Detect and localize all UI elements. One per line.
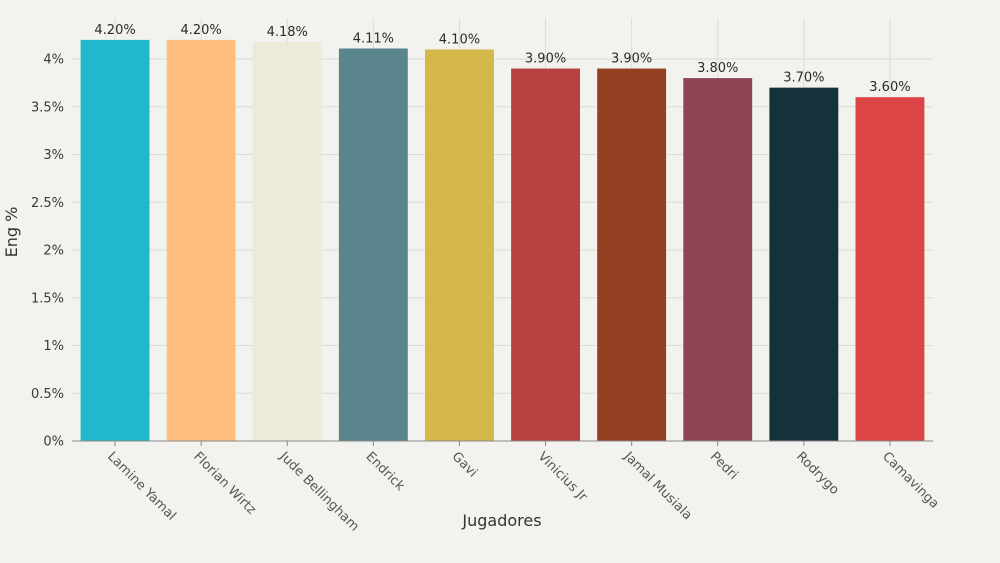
y-tick-label: 2.5% — [31, 196, 64, 211]
bar — [855, 97, 925, 441]
x-tick-label: Camavinga — [879, 449, 942, 512]
value-label: 3.70% — [783, 71, 824, 86]
x-tick-label: Florian Wirtz — [190, 449, 259, 518]
y-tick-label: 0% — [43, 435, 64, 450]
x-tick-label: Lamine Yamal — [104, 449, 178, 523]
bar — [511, 68, 580, 442]
value-labels: 4.20% 4.20% 4.18% 4.11% 4.10% 3.90% 3.90% 3.80%… — [94, 23, 910, 95]
y-tick-label: 4% — [43, 53, 64, 68]
y-axis-title: Eng % — [2, 207, 21, 258]
value-label: 4.11% — [353, 31, 394, 46]
bar — [252, 41, 322, 442]
bar — [338, 48, 408, 442]
y-tick-label: 3.5% — [31, 100, 64, 115]
value-label: 3.90% — [611, 52, 652, 67]
y-tick-label: 1.5% — [31, 291, 64, 306]
x-tick-label: Gavi — [449, 449, 480, 480]
bar — [425, 49, 494, 441]
value-label: 3.60% — [869, 80, 910, 95]
x-tick-label: Pedri — [707, 449, 741, 483]
bar — [769, 87, 839, 442]
bar — [80, 39, 150, 442]
y-tick-label: 2% — [43, 244, 64, 259]
x-tick-label: Rodrygo — [793, 449, 842, 498]
value-label: 3.80% — [697, 61, 738, 76]
x-tick-label: Endrick — [363, 449, 408, 494]
x-tick-label: Jamal Musiala — [620, 449, 695, 524]
y-tick-label: 3% — [43, 148, 64, 163]
bars — [80, 39, 925, 442]
bar — [166, 39, 236, 442]
value-label: 4.20% — [94, 23, 135, 38]
y-tick-label: 0.5% — [31, 387, 64, 402]
value-label: 4.20% — [180, 23, 221, 38]
value-label: 4.10% — [439, 32, 480, 47]
y-axis-ticks: 0% 0.5% 1% 1.5% 2% 2.5% 3% 3.5% 4% — [31, 53, 64, 450]
bar — [597, 68, 667, 442]
x-tick-label: Vinicius Jr — [535, 449, 591, 505]
x-axis-title: Jugadores — [461, 511, 541, 530]
x-tick-label: Jude Bellingham — [276, 449, 362, 535]
bar — [683, 78, 753, 441]
y-tick-label: 1% — [43, 339, 64, 354]
value-label: 4.18% — [267, 25, 308, 40]
value-label: 3.90% — [525, 52, 566, 67]
